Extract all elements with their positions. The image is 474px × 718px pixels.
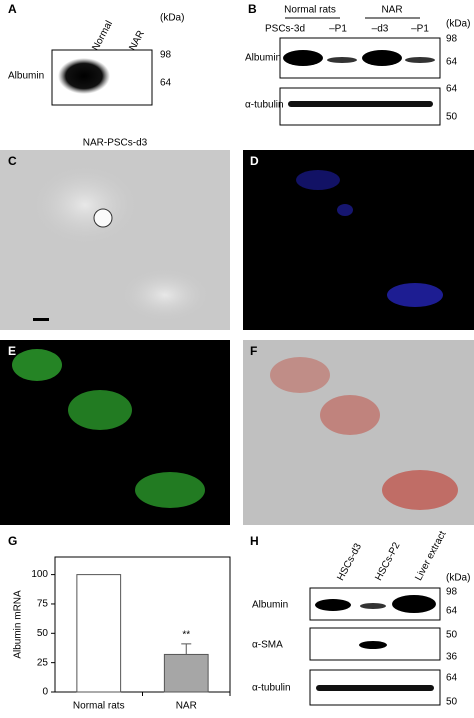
marker: 36: [446, 652, 458, 663]
band: [288, 101, 433, 107]
panel-label: F: [250, 344, 257, 358]
band: [405, 57, 435, 63]
stain: [387, 283, 443, 307]
unit: (kDa): [446, 19, 470, 30]
marker: 98: [446, 34, 458, 45]
row-label: Albumin: [252, 600, 288, 611]
lane-label: HSCs-d3: [335, 541, 364, 582]
panel-label: A: [8, 2, 17, 16]
marker: 64: [446, 606, 458, 617]
stain: [135, 472, 205, 508]
stain: [320, 395, 380, 435]
row-label: α-tubulin: [245, 100, 284, 111]
cell: [115, 265, 215, 325]
marker: 64: [446, 84, 458, 95]
marker: 98: [446, 587, 458, 598]
band: [392, 595, 436, 613]
row-label: Albumin: [245, 53, 281, 64]
panel-label: H: [250, 534, 259, 548]
significance: **: [182, 630, 190, 641]
y-tick-label: 100: [31, 569, 48, 580]
lane-label: –P1: [411, 24, 429, 35]
row-label: α-tubulin: [252, 683, 291, 694]
y-tick-label: 0: [42, 687, 48, 698]
panel-label: D: [250, 154, 259, 168]
band: [58, 58, 110, 94]
row-label: Albumin: [8, 71, 44, 82]
panel-label: B: [248, 2, 257, 16]
cell: [25, 160, 145, 250]
band: [360, 603, 386, 609]
x-tick-label: NAR: [176, 701, 197, 712]
stain: [382, 470, 458, 510]
group-label: NAR: [381, 5, 402, 16]
stain: [337, 204, 353, 216]
band: [327, 57, 357, 63]
lane-label: Liver extract: [413, 529, 448, 582]
group-label: Normal rats: [284, 5, 336, 16]
panel-title: NAR-PSCs-d3: [83, 138, 148, 149]
marker: 50: [446, 630, 458, 641]
y-tick-label: 50: [37, 628, 49, 639]
bar-chart: Albumin mRNA 0 25 50 75 100 Normal rats NAR **: [13, 556, 231, 712]
row-label: α-SMA: [252, 640, 283, 651]
marker: 50: [446, 112, 458, 123]
lane-label: –d3: [372, 24, 389, 35]
band: [283, 50, 323, 66]
marker: 50: [446, 697, 458, 708]
band: [362, 50, 402, 66]
bar: [76, 574, 122, 693]
unit: (kDa): [446, 573, 470, 584]
micrograph: [243, 150, 474, 330]
lane-label: PSCs-3d: [265, 24, 305, 35]
stain: [68, 390, 132, 430]
lane-label: HSCs-P2: [373, 540, 402, 582]
marker: 64: [446, 57, 458, 68]
stain: [270, 357, 330, 393]
scale-bar: [33, 318, 49, 321]
panel-label: C: [8, 154, 17, 168]
y-axis-label: Albumin mRNA: [13, 590, 24, 659]
x-tick-label: Normal rats: [73, 701, 125, 712]
lane-label: Normal: [90, 19, 115, 53]
band: [315, 599, 351, 611]
bar: [163, 653, 209, 693]
panel-label: G: [8, 534, 17, 548]
marker: 64: [160, 78, 172, 89]
panel-label: E: [8, 344, 16, 358]
y-tick-label: 75: [37, 599, 49, 610]
lane-label: NAR: [127, 29, 147, 53]
y-tick-label: 25: [37, 657, 49, 668]
lane-label: –P1: [329, 24, 347, 35]
marker: 64: [446, 673, 458, 684]
stain: [296, 170, 340, 190]
unit: (kDa): [160, 13, 184, 24]
band: [316, 685, 434, 691]
stain: [12, 349, 62, 381]
band: [359, 641, 387, 649]
marker: 98: [160, 50, 172, 61]
vacuole: [93, 208, 113, 228]
